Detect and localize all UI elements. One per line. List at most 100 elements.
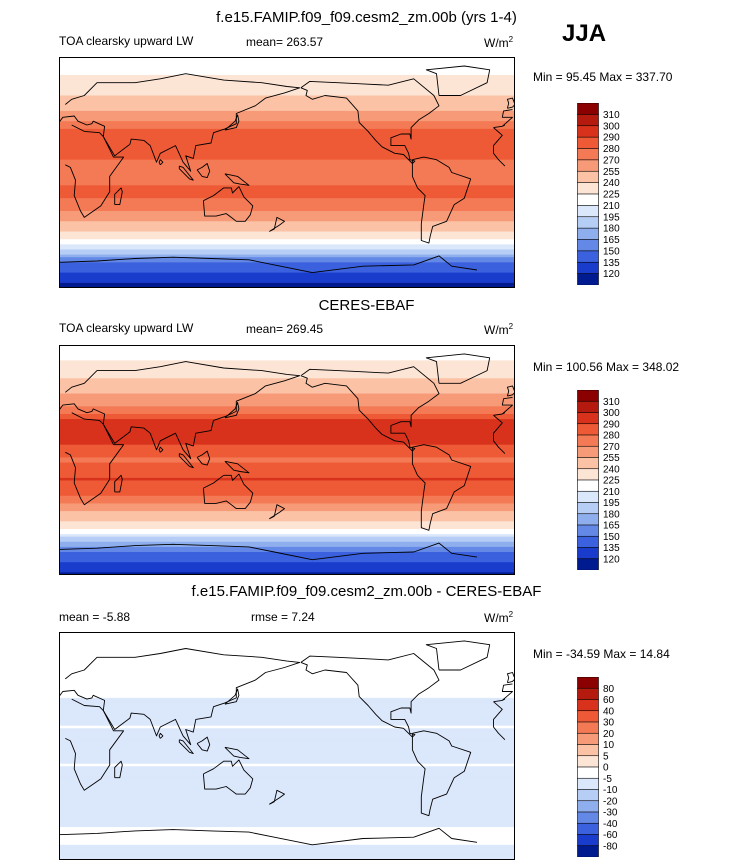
lat-band [59,682,515,686]
lat-band [59,662,515,666]
lat-band [59,572,515,575]
lat-band [59,146,515,150]
lat-band [59,216,515,220]
colorbar-label: 195 [603,212,620,223]
coastline-eurasia [59,73,301,172]
lat-band [59,95,515,99]
lat-band [59,208,515,212]
lat-band [59,200,515,204]
lat-band [59,74,515,79]
colorbar-label: 255 [603,167,620,178]
colorbar-swatch [577,193,599,206]
lat-band [59,477,515,482]
colorbar-label: 310 [603,110,620,121]
lat-band [59,733,515,737]
coastline-japan [224,114,240,131]
coastline-newzealand [269,216,285,232]
lat-band [59,529,515,533]
coastline-japan [224,402,240,419]
lat-band [59,778,515,783]
colorbar-label: 120 [603,554,620,565]
lat-band [59,500,515,505]
colorbar-label: 290 [603,419,620,430]
lat-band [59,751,515,755]
lat-band [59,277,515,281]
colorbar-swatch [577,148,599,161]
lat-band [59,362,515,367]
panel-2-map [59,345,515,575]
lat-band [59,632,515,636]
coastline-madagascar [114,474,123,493]
lat-band [59,241,515,245]
lat-band [59,275,515,279]
lat-band [59,103,515,107]
colorbar-swatch [577,789,599,802]
coastline-madagascar [114,760,123,779]
colorbar-label: -80 [603,841,618,852]
lat-band [59,128,515,133]
colorbar-swatch [577,261,599,275]
lat-band [59,652,515,656]
lat-band [59,164,515,168]
lat-band [59,449,515,453]
lat-band [59,257,515,261]
colorbar-label: 80 [603,684,615,695]
lat-band [59,118,515,122]
lat-band [59,228,515,233]
lat-band [59,834,515,838]
lat-band [59,203,515,207]
coastline-uk [506,672,515,684]
lat-band [59,809,515,813]
lat-band [59,280,515,284]
lat-band [59,365,515,369]
lat-band [59,82,515,86]
coastline-eurasia [502,698,506,701]
lat-band [59,562,515,566]
lat-band [59,493,515,497]
coastline-samerica [411,156,472,244]
lat-band [59,819,515,823]
colorbar-swatch [577,524,599,537]
lat-band [59,832,515,836]
coastline-eurasia [501,109,513,127]
coastline-africa [65,412,125,506]
lat-band [59,637,515,641]
lat-band [59,355,515,359]
lat-band [59,185,515,189]
coastline-sumatra [178,165,194,181]
lat-band [59,735,515,739]
lat-band [59,454,515,459]
lat-band [59,811,515,815]
coastline-india_island [158,159,164,166]
colorbar-swatch [577,103,599,115]
colorbar-label: 60 [603,695,615,706]
lat-band [59,465,515,469]
lat-band [59,642,515,646]
colorbar-swatch [577,205,599,218]
lat-band [59,151,515,156]
lat-band [59,564,515,568]
lat-band [59,531,515,535]
panel-2-mean-label: mean= 269.45 [246,322,324,336]
lat-band [59,57,515,61]
colorbar-swatch [577,434,599,447]
coastline-namerica [300,653,440,738]
colorbar-label: 225 [603,476,620,487]
colorbar-label: -40 [603,819,618,830]
lat-band [59,672,515,676]
lat-band [59,380,515,384]
lat-band [59,559,515,563]
panel-2-minmax: Min = 100.56 Max = 348.02 [533,360,680,374]
lat-band [59,406,515,410]
coastline-namerica [300,78,440,164]
colorbar-label: 165 [603,235,620,246]
coastline-africa [493,127,506,167]
lat-band [59,708,515,712]
lat-band [59,100,515,104]
lat-band [59,534,515,538]
lat-band [59,796,515,800]
lat-band [59,121,515,125]
coastline-india_island [158,732,164,739]
panel-1-map [59,57,515,288]
colorbar-swatch [577,721,599,734]
